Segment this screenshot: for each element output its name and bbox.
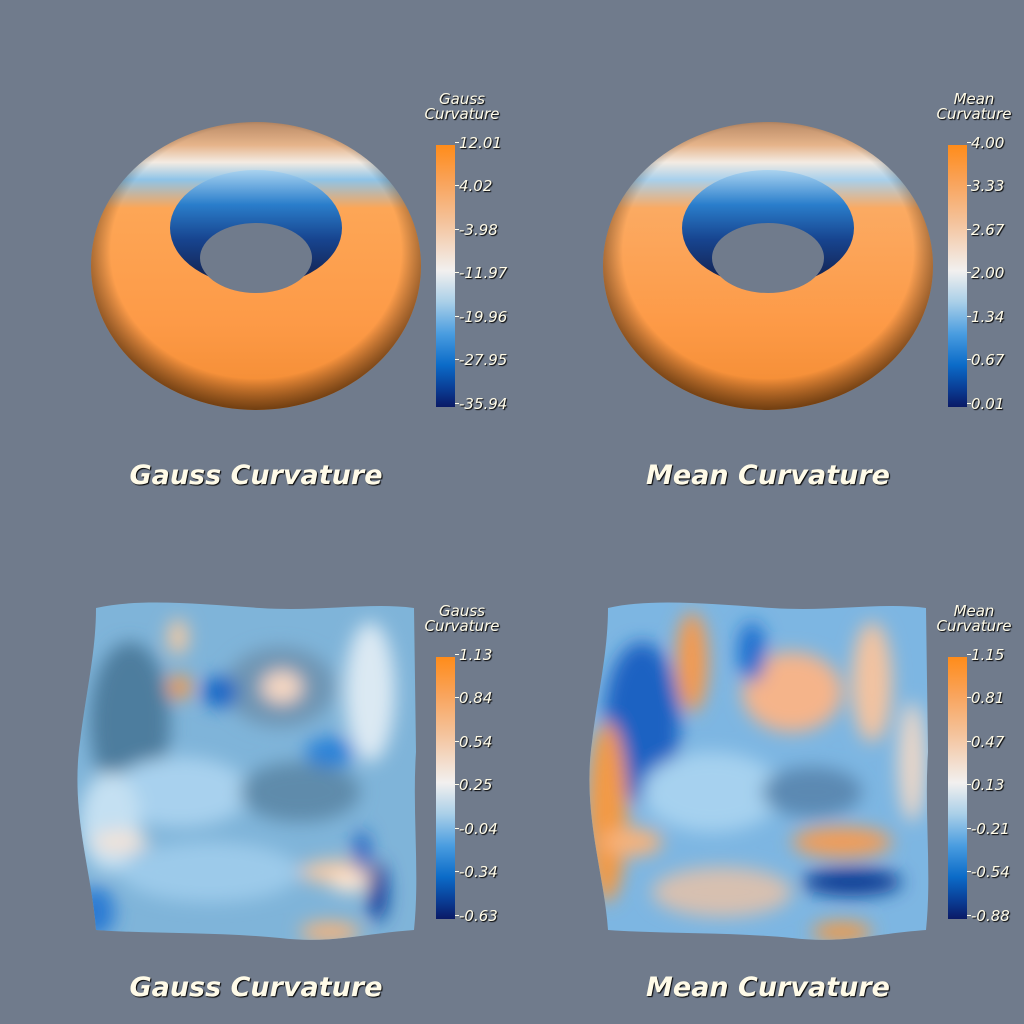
- tick-label: -0.54: [967, 863, 1010, 881]
- tick-label: -0.21: [967, 820, 1010, 838]
- tick-label: 3.33: [966, 177, 1005, 195]
- colorbar: [948, 145, 967, 407]
- panel-caption: Mean Curvature: [646, 460, 890, 491]
- tick-label: -35.94: [454, 395, 508, 413]
- tick-label: 0.13: [966, 776, 1005, 794]
- colorbar-title-line-2: Curvature: [424, 105, 500, 123]
- colorbar-title-line-1: Gauss: [439, 602, 485, 620]
- tick-label: 0.81: [966, 689, 1005, 707]
- tick-label: 0.47: [966, 733, 1005, 751]
- colorbar: [436, 657, 455, 919]
- panel-torus-mean: Mean Curvature 4.00 3.33 2.67 2.00 1.34 …: [512, 0, 1024, 512]
- tick-label: 0.67: [966, 351, 1005, 369]
- tick-label: -11.97: [454, 264, 508, 282]
- panel-surface-mean: Mean Curvature 1.15 0.81 0.47 0.13 -0.21…: [512, 512, 1024, 1024]
- tick-label: -0.63: [455, 907, 498, 925]
- tick-label: 1.13: [454, 646, 493, 664]
- surface-mean-render: [589, 602, 929, 940]
- colorbar: [948, 657, 967, 919]
- colorbar-title-line-1: Mean: [953, 90, 995, 108]
- tick-label: 0.25: [454, 776, 493, 794]
- colorbar-title-line-1: Mean: [953, 602, 995, 620]
- panel-surface-gauss: Gauss Curvature 1.13 0.84 0.54 0.25 -0.0…: [0, 512, 512, 1024]
- tick-label: -19.96: [454, 308, 508, 326]
- tick-label: 1.34: [966, 308, 1005, 326]
- colorbar-title: Mean Curvature: [914, 604, 1024, 634]
- colorbar-title-line-2: Curvature: [936, 105, 1012, 123]
- tick-label: 1.15: [966, 646, 1005, 664]
- torus-mean-render: [603, 122, 933, 410]
- panel-caption: Gauss Curvature: [129, 972, 383, 1003]
- colorbar-title-line-2: Curvature: [936, 617, 1012, 635]
- colorbar-title: Mean Curvature: [914, 92, 1024, 122]
- tick-label: 4.00: [966, 134, 1005, 152]
- colorbar-title-line-2: Curvature: [424, 617, 500, 635]
- tick-label: -0.88: [967, 907, 1010, 925]
- tick-label: 2.00: [966, 264, 1005, 282]
- panel-caption: Mean Curvature: [646, 972, 890, 1003]
- colorbar-title-line-1: Gauss: [439, 90, 485, 108]
- tick-label: 12.01: [455, 134, 502, 152]
- tick-label: 2.67: [966, 221, 1005, 239]
- surface-gauss-render: [77, 602, 417, 940]
- colorbar: [436, 145, 455, 407]
- tick-label: -27.95: [454, 351, 508, 369]
- tick-label: 4.02: [454, 177, 493, 195]
- tick-label: -0.04: [455, 820, 498, 838]
- tick-label: 0.54: [454, 733, 493, 751]
- tick-label: -0.34: [455, 863, 498, 881]
- tick-label: -3.98: [455, 221, 498, 239]
- panel-caption: Gauss Curvature: [129, 460, 383, 491]
- tick-label: 0.01: [966, 395, 1005, 413]
- colorbar-title: Gauss Curvature: [402, 604, 522, 634]
- colorbar-title: Gauss Curvature: [402, 92, 522, 122]
- tick-label: 0.84: [454, 689, 493, 707]
- panel-torus-gauss: Gauss Curvature 12.01 4.02 -3.98 -11.97 …: [0, 0, 512, 512]
- torus-gauss-render: [91, 122, 421, 410]
